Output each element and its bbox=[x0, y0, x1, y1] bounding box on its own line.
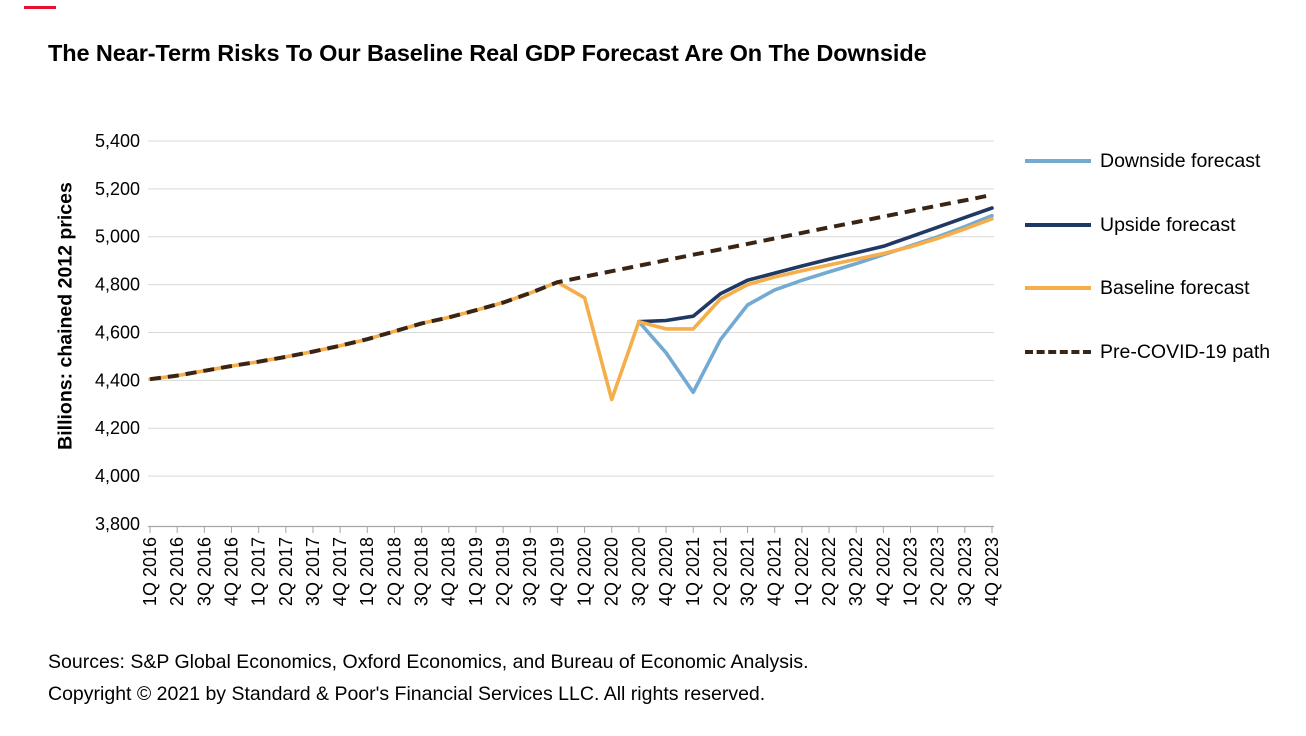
x-tick-label: 4Q 2017 bbox=[330, 537, 350, 606]
y-tick-label: 3,800 bbox=[95, 514, 140, 534]
x-tick-label: 2Q 2016 bbox=[167, 537, 187, 606]
x-tick-label: 2Q 2020 bbox=[602, 537, 622, 606]
x-tick-label: 2Q 2018 bbox=[384, 537, 404, 606]
legend-label-precovid: Pre-COVID-19 path bbox=[1100, 340, 1271, 363]
x-tick-label: 3Q 2023 bbox=[955, 537, 975, 606]
legend-item-downside: Downside forecast bbox=[1025, 148, 1260, 174]
copyright-line: Copyright © 2021 by Standard & Poor's Fi… bbox=[48, 682, 766, 705]
x-tick-label: 3Q 2022 bbox=[846, 537, 866, 606]
y-tick-label: 4,800 bbox=[95, 275, 140, 295]
x-tick-label: 2Q 2021 bbox=[710, 537, 730, 606]
x-tick-label: 2Q 2019 bbox=[493, 537, 513, 606]
x-tick-label: 3Q 2018 bbox=[412, 537, 432, 606]
downside-line-swatch bbox=[1025, 159, 1091, 163]
x-tick-label: 4Q 2021 bbox=[765, 537, 785, 606]
precovid-line-swatch bbox=[1025, 350, 1091, 354]
baseline-forecast-line bbox=[148, 217, 994, 402]
x-tick-label: 4Q 2019 bbox=[547, 537, 567, 606]
chart-title: The Near-Term Risks To Our Baseline Real… bbox=[48, 40, 927, 66]
x-tick-label: 1Q 2022 bbox=[792, 537, 812, 606]
x-tick-label: 1Q 2017 bbox=[249, 537, 269, 606]
y-axis-title: Billions: chained 2012 prices bbox=[54, 182, 77, 450]
legend-item-baseline: Baseline forecast bbox=[1025, 275, 1250, 301]
x-tick-label: 2Q 2017 bbox=[276, 537, 296, 606]
y-tick-label: 4,400 bbox=[95, 370, 140, 390]
y-tick-label: 5,000 bbox=[95, 227, 140, 247]
x-tick-label: 2Q 2023 bbox=[928, 537, 948, 606]
x-tick-label: 3Q 2016 bbox=[194, 537, 214, 606]
legend-item-upside: Upside forecast bbox=[1025, 212, 1235, 238]
x-tick-label: 4Q 2018 bbox=[439, 537, 459, 606]
legend-item-precovid: Pre-COVID-19 path bbox=[1025, 339, 1270, 365]
baseline-line-swatch bbox=[1025, 286, 1091, 290]
x-tick-label: 4Q 2016 bbox=[221, 537, 241, 606]
x-tick-label: 4Q 2020 bbox=[656, 537, 676, 606]
x-tick-label: 1Q 2021 bbox=[683, 537, 703, 606]
x-tick-label: 1Q 2018 bbox=[357, 537, 377, 606]
x-tick-label: 3Q 2020 bbox=[629, 537, 649, 606]
x-tick-label: 3Q 2021 bbox=[737, 537, 757, 606]
x-tick-label: 4Q 2023 bbox=[982, 537, 1002, 606]
y-tick-label: 4,600 bbox=[95, 322, 140, 342]
upside-line-swatch bbox=[1025, 223, 1091, 227]
x-tick-label: 1Q 2020 bbox=[575, 537, 595, 606]
x-tick-label: 2Q 2022 bbox=[819, 537, 839, 606]
legend-label-upside: Upside forecast bbox=[1100, 213, 1236, 236]
x-tick-label: 1Q 2023 bbox=[900, 537, 920, 606]
y-tick-label: 4,000 bbox=[95, 466, 140, 486]
brand-accent-bar bbox=[24, 6, 56, 9]
x-tick-label: 1Q 2016 bbox=[140, 537, 160, 606]
legend-label-baseline: Baseline forecast bbox=[1100, 276, 1250, 299]
x-tick-label: 3Q 2019 bbox=[520, 537, 540, 606]
pre-covid-19-path-line bbox=[149, 192, 993, 382]
x-tick-label: 4Q 2022 bbox=[873, 537, 893, 606]
x-tick-label: 1Q 2019 bbox=[466, 537, 486, 606]
downside-forecast-line bbox=[637, 213, 994, 395]
y-tick-label: 5,400 bbox=[95, 131, 140, 151]
y-tick-label: 4,200 bbox=[95, 418, 140, 438]
footer: Sources: S&P Global Economics, Oxford Ec… bbox=[48, 647, 809, 710]
x-tick-label: 3Q 2017 bbox=[303, 537, 323, 606]
sources-line: Sources: S&P Global Economics, Oxford Ec… bbox=[48, 651, 809, 673]
y-tick-label: 5,200 bbox=[95, 179, 140, 199]
upside-forecast-line bbox=[637, 206, 994, 324]
legend-label-downside: Downside forecast bbox=[1100, 149, 1261, 172]
